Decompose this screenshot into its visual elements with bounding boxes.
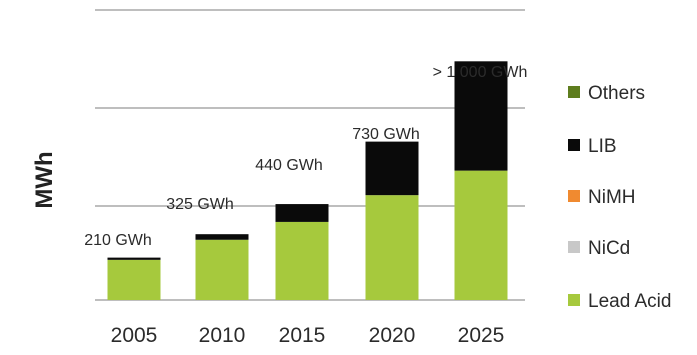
bar-lead-acid-2005	[107, 259, 161, 300]
x-tick-2005: 2005	[111, 324, 158, 347]
legend-label-nicd: NiCd	[588, 238, 630, 259]
data-labels: 210 GWh 325 GWh 440 GWh 730 GWh > 1 000 GWh	[84, 64, 527, 249]
data-label-2020: 730 GWh	[352, 126, 420, 143]
bar-lib-2025	[454, 61, 508, 171]
bar-lib-2010	[195, 234, 249, 240]
legend-label-nimh: NiMH	[588, 187, 636, 208]
legend-swatch-nicd	[568, 241, 580, 253]
x-tick-2020: 2020	[369, 324, 416, 347]
legend: Others LIB NiMH NiCd Lead Acid	[568, 83, 671, 312]
y-axis-label: MWh	[31, 151, 58, 208]
legend-label-lib: LIB	[588, 136, 617, 157]
legend-swatch-others	[568, 86, 580, 98]
x-tick-2010: 2010	[199, 324, 246, 347]
bar-lib-2015	[275, 204, 329, 222]
data-label-2025: > 1 000 GWh	[433, 64, 528, 81]
bar-lib-2020	[365, 141, 419, 196]
legend-swatch-nimh	[568, 190, 580, 202]
bar-lead-acid-2020	[365, 195, 419, 300]
bars	[107, 61, 508, 300]
data-label-2015: 440 GWh	[255, 157, 323, 174]
bar-lead-acid-2025	[454, 170, 508, 300]
bar-lib-2005	[107, 257, 161, 260]
data-label-2005: 210 GWh	[84, 232, 152, 249]
legend-label-lead-acid: Lead Acid	[588, 291, 671, 312]
bar-lead-acid-2015	[275, 221, 329, 300]
x-axis-ticks: 2005 2010 2015 2020 2025	[111, 324, 505, 347]
legend-swatch-lib	[568, 139, 580, 151]
x-tick-2015: 2015	[279, 324, 326, 347]
legend-label-others: Others	[588, 83, 645, 104]
x-tick-2025: 2025	[458, 324, 505, 347]
data-label-2010: 325 GWh	[166, 196, 234, 213]
legend-swatch-lead-acid	[568, 294, 580, 306]
bar-lead-acid-2010	[195, 239, 249, 300]
